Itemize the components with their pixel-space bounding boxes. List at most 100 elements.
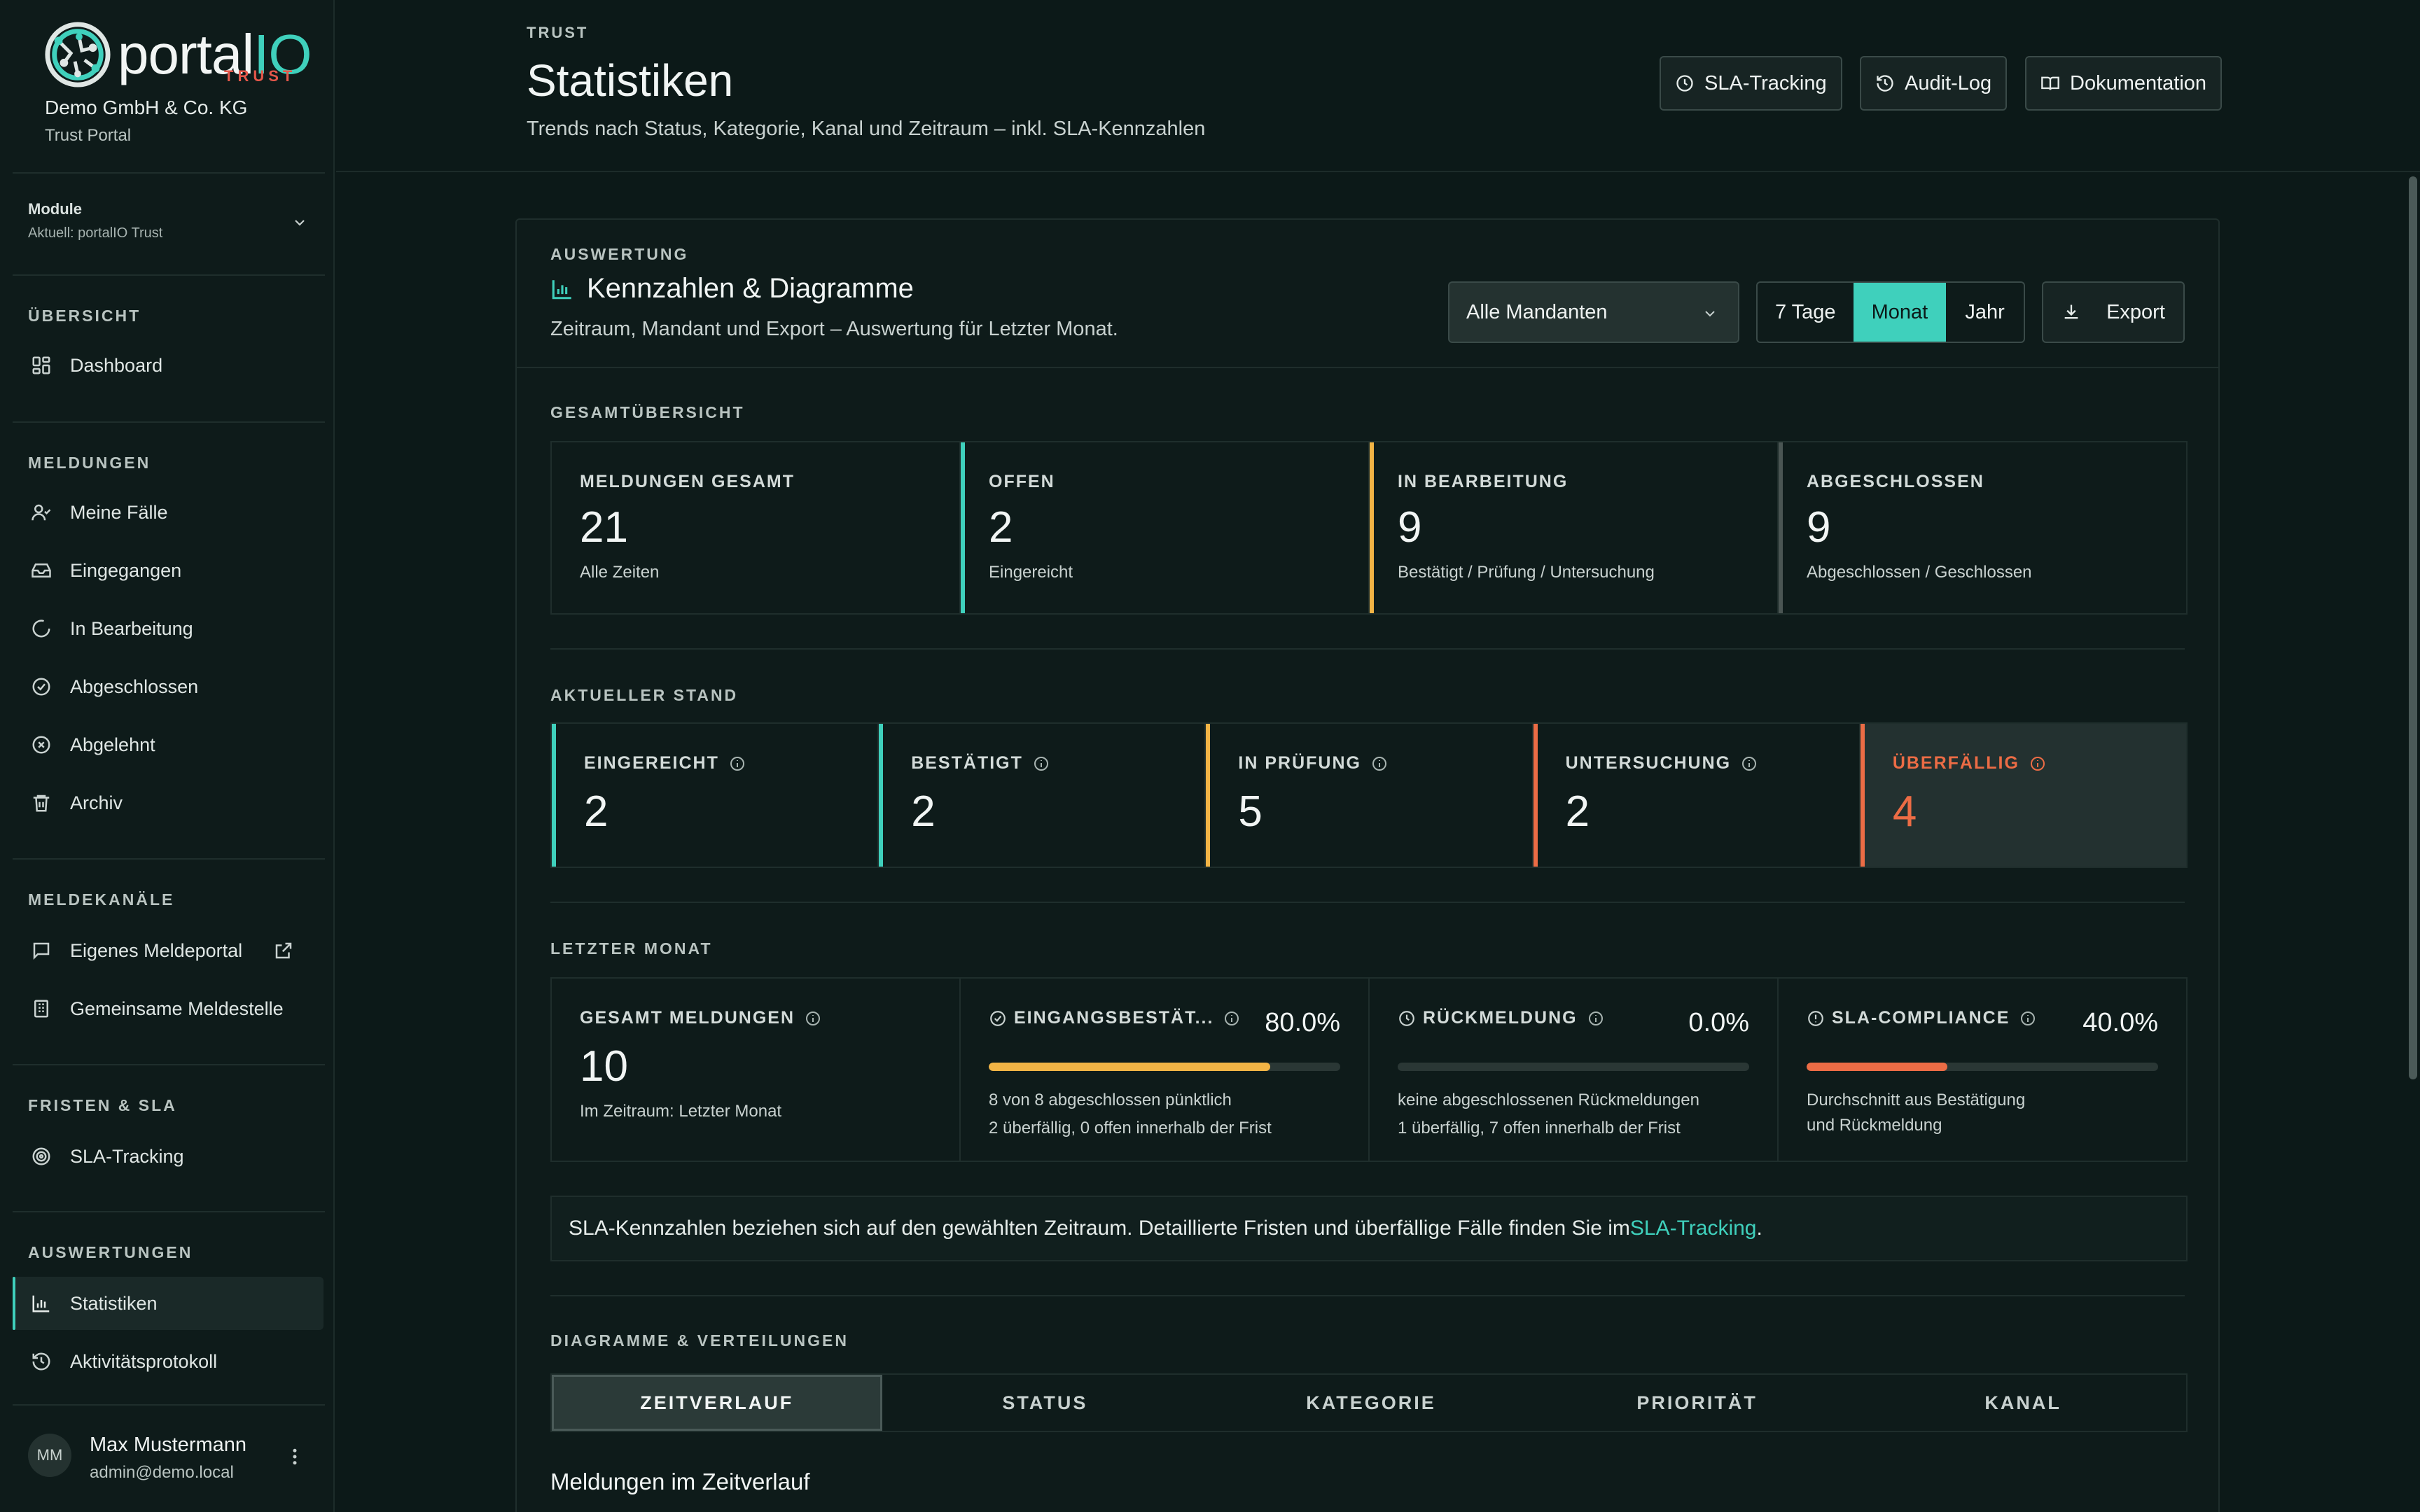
- divider: [13, 274, 325, 276]
- audit-log-button[interactable]: Audit-Log: [1860, 56, 2008, 111]
- stat-sub: Eingereicht: [989, 563, 1073, 582]
- sla-tracking-button[interactable]: SLA-Tracking: [1660, 56, 1842, 111]
- statistics-panel: AUSWERTUNG Kennzahlen & Diagramme Zeitra…: [515, 218, 2220, 1512]
- stat-sub: Alle Zeiten: [580, 563, 660, 582]
- sidebar-item-aktivitaetsprotokoll[interactable]: Aktivitätsprotokoll: [13, 1335, 324, 1388]
- stat-percent: 0.0%: [1688, 1008, 1749, 1037]
- info-icon[interactable]: [805, 1010, 821, 1027]
- panel-subtitle: Zeitraum, Mandant und Export – Auswertun…: [550, 318, 1118, 340]
- sidebar-item-eingegangen[interactable]: Eingegangen: [13, 544, 324, 597]
- accent-bar: [1206, 724, 1211, 867]
- panel-kicker: AUSWERTUNG: [550, 245, 689, 263]
- sidebar-item-meine-faelle[interactable]: Meine Fälle: [13, 486, 324, 539]
- sidebar-item-abgelehnt[interactable]: Abgelehnt: [13, 718, 324, 771]
- stat-label: OFFEN: [989, 472, 1055, 491]
- sidebar-item-label: Meine Fälle: [70, 501, 168, 523]
- sidebar-item-in-bearbeitung[interactable]: In Bearbeitung: [13, 602, 324, 655]
- sidebar-item-gemeinsame-meldestelle[interactable]: Gemeinsame Meldestelle: [13, 982, 324, 1035]
- stat-sub: Im Zeitraum: Letzter Monat: [580, 1102, 782, 1121]
- page-subtitle: Trends nach Status, Kategorie, Kanal und…: [527, 118, 1206, 140]
- target-icon: [32, 1147, 50, 1166]
- clock-icon: [1399, 1010, 1414, 1026]
- clock-icon: [1676, 75, 1693, 92]
- more-vertical-icon[interactable]: [284, 1446, 305, 1467]
- info-icon[interactable]: [1587, 1010, 1604, 1027]
- note-end: .: [1756, 1217, 1762, 1240]
- stat-ueberfaellig: ÜBERFÄLLIG 4: [1860, 724, 2187, 867]
- book-icon: [2041, 76, 2059, 90]
- accent-bar: [1860, 724, 1865, 867]
- sidebar-item-statistiken[interactable]: Statistiken: [13, 1277, 324, 1330]
- module-switcher[interactable]: Module Aktuell: portalIO Trust: [28, 200, 308, 249]
- period-toggle: 7 Tage Monat Jahr: [1756, 281, 2025, 343]
- building-icon: [34, 1000, 48, 1018]
- stat-label: ÜBERFÄLLIG: [1893, 753, 2046, 774]
- inbox-icon: [32, 564, 51, 578]
- sidebar-item-abgeschlossen[interactable]: Abgeschlossen: [13, 660, 324, 713]
- stat-value: 2: [911, 788, 936, 836]
- sidebar-item-archiv[interactable]: Archiv: [13, 776, 324, 830]
- stat-offen: OFFEN 2 Eingereicht: [961, 442, 1370, 613]
- sidebar-item-dashboard[interactable]: Dashboard: [13, 339, 324, 392]
- stat-label-text: EINGEREICHT: [584, 753, 719, 773]
- stat-label: IN PRÜFUNG: [1238, 753, 1388, 774]
- info-icon[interactable]: [729, 755, 746, 772]
- export-button[interactable]: Export: [2042, 281, 2185, 343]
- sidebar-section-meldungen: MELDUNGEN: [28, 454, 151, 472]
- overview-title: GESAMTÜBERSICHT: [550, 403, 745, 421]
- scrollbar-thumb[interactable]: [2409, 176, 2417, 1079]
- page-title: Statistiken: [527, 55, 734, 106]
- user-check-icon: [32, 504, 51, 521]
- sla-tracking-link[interactable]: SLA-Tracking: [1629, 1217, 1757, 1240]
- divider: [550, 902, 2185, 903]
- tab-status[interactable]: STATUS: [1002, 1392, 1088, 1413]
- info-icon[interactable]: [2019, 1010, 2036, 1027]
- period-jahr[interactable]: Jahr: [1965, 300, 2005, 323]
- stat-value: 10: [580, 1042, 628, 1091]
- tab-zeitverlauf[interactable]: ZEITVERLAUF: [552, 1375, 882, 1431]
- check-circle-icon: [990, 1010, 1006, 1026]
- tab-prioritaet[interactable]: PRIORITÄT: [1636, 1392, 1758, 1413]
- tab-kanal[interactable]: KANAL: [1984, 1392, 2061, 1413]
- info-icon[interactable]: [1371, 755, 1388, 772]
- tab-kategorie[interactable]: KATEGORIE: [1306, 1392, 1436, 1413]
- stat-label-text: RÜCKMELDUNG: [1423, 1008, 1578, 1028]
- divider: [550, 1295, 2185, 1296]
- accent-bar: [1533, 724, 1538, 867]
- sidebar-item-label: In Bearbeitung: [70, 617, 193, 639]
- tenant-select[interactable]: Alle Mandanten: [1448, 281, 1739, 343]
- divider: [550, 648, 2185, 650]
- button-label: Dokumentation: [2070, 71, 2207, 94]
- divider: [13, 1404, 325, 1406]
- stat-label-text: EINGANGSBESTÄT...: [1014, 1008, 1214, 1028]
- note-text: SLA-Kennzahlen beziehen sich auf den gew…: [569, 1217, 1630, 1240]
- divider: [13, 1211, 325, 1212]
- message-icon: [33, 942, 50, 960]
- current-cards: EINGEREICHT 2 BESTÄTIGT 2 IN PRÜFUNG 5 U…: [550, 722, 2188, 868]
- stat-label: SLA-COMPLIANCE: [1807, 1008, 2036, 1028]
- stat-label: EINGANGSBESTÄT...: [989, 1008, 1240, 1028]
- documentation-button[interactable]: Dokumentation: [2025, 56, 2223, 111]
- sidebar-item-sla-tracking[interactable]: SLA-Tracking: [13, 1130, 324, 1183]
- info-icon[interactable]: [1223, 1010, 1240, 1027]
- divider: [517, 367, 2218, 368]
- period-7-tage[interactable]: 7 Tage: [1775, 300, 1836, 323]
- stat-label: RÜCKMELDUNG: [1398, 1008, 1604, 1028]
- info-icon[interactable]: [2029, 755, 2046, 772]
- scrollbar[interactable]: [2405, 172, 2420, 1512]
- info-icon[interactable]: [1033, 755, 1050, 772]
- sidebar-item-eigenes-meldeportal[interactable]: Eigenes Meldeportal: [13, 924, 324, 977]
- stat-line1: keine abgeschlossenen Rückmeldungen: [1398, 1091, 1699, 1110]
- stat-eingereicht: EINGEREICHT 2: [552, 724, 879, 867]
- period-monat[interactable]: Monat: [1853, 283, 1947, 342]
- user-profile[interactable]: MM Max Mustermann admin@demo.local: [28, 1428, 315, 1491]
- org-subtitle: Trust Portal: [45, 126, 132, 145]
- download-icon: [2064, 304, 2078, 319]
- alert-circle-icon: [1808, 1010, 1823, 1026]
- logo[interactable]: portalIO TRUST: [43, 21, 312, 88]
- info-icon[interactable]: [1741, 755, 1758, 772]
- x-circle-icon: [32, 736, 50, 754]
- stat-percent: 80.0%: [1265, 1008, 1340, 1037]
- stat-value: 2: [989, 503, 1013, 552]
- stat-label: ABGESCHLOSSEN: [1807, 472, 1984, 491]
